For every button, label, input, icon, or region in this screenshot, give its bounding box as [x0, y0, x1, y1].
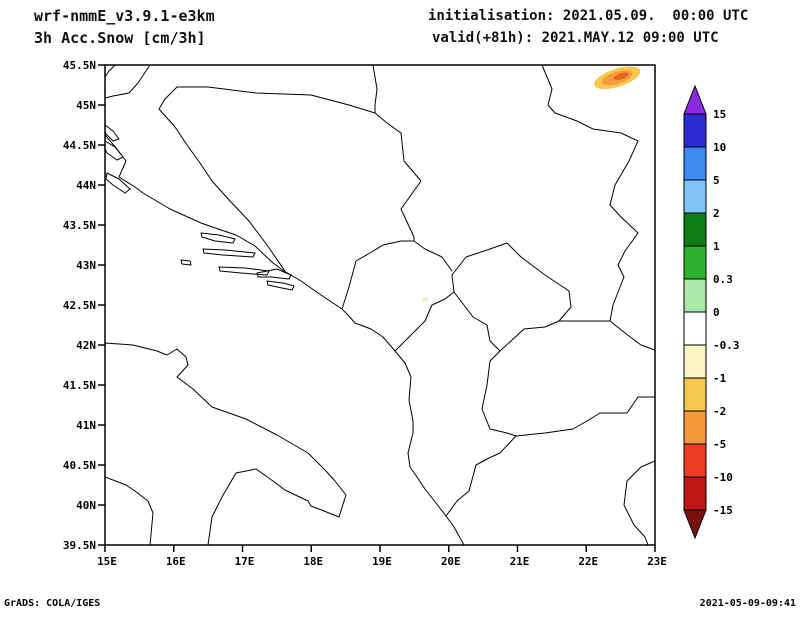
colorbar-level-label: 15: [713, 108, 726, 121]
y-tick-label: 40.5N: [63, 459, 96, 472]
colorbar-segment: [683, 344, 707, 379]
colorbar-segment: [683, 311, 707, 346]
island-brac: [200, 232, 236, 244]
border-albania-macedonia: [481, 350, 517, 437]
colorbar-level-label: -1: [713, 372, 727, 385]
colorbar-segment: [683, 443, 707, 478]
y-tick-label: 41.5N: [63, 379, 96, 392]
island-dugi-otok: [105, 172, 131, 194]
peninsula-peljesac: [256, 268, 292, 280]
x-tick-label: 22E: [578, 555, 598, 568]
x-tick-label: 19E: [372, 555, 392, 568]
colorbar-level-label: 2: [713, 207, 720, 220]
colorbar-level-label: -5: [713, 438, 726, 451]
colorbar-level-label: -15: [713, 504, 733, 517]
colorbar-segment: [683, 278, 707, 313]
border-bosnia-north-sava: [176, 86, 376, 114]
island-vis: [180, 259, 192, 266]
axis-labels: 15E 16E 17E 18E 19E 20E 21E 22E 23E 45.5N 45N 44.5N…: [63, 59, 667, 568]
snow-area-core: [613, 72, 629, 81]
axis-ticks: [98, 64, 656, 552]
island-hvar: [202, 248, 256, 258]
coastline-aegean: [623, 460, 655, 545]
colorbar-level-label: 0: [713, 306, 720, 319]
border-kosovo: [451, 242, 572, 352]
border-serbia-drina-montenegro: [372, 65, 453, 272]
border-greece-macedonia: [515, 396, 655, 437]
colorbar-level-label: 0.3: [713, 273, 733, 286]
colorbar-segment: [683, 212, 707, 247]
colorbar-segment: [683, 410, 707, 445]
border-montenegro-north: [341, 240, 415, 310]
island-rab: [105, 124, 120, 142]
border-topleft-1: [105, 65, 116, 78]
border-croatia-bosnia: [158, 86, 286, 272]
map-frame: [104, 64, 656, 546]
colorbar-level-label: -10: [713, 471, 733, 484]
coastline-italy-adriatic: [105, 342, 347, 545]
y-tick-label: 39.5N: [63, 539, 96, 552]
y-tick-label: 43N: [76, 259, 96, 272]
coastline-italy-tyrrhenian: [105, 476, 154, 545]
border-serbia-macedonia: [558, 320, 655, 351]
x-tick-label: 23E: [647, 555, 667, 568]
colorbar-segment: [683, 179, 707, 214]
colorbar-level-label: 1: [713, 240, 720, 253]
x-tick-label: 20E: [441, 555, 461, 568]
grads-credit: GrADS: COLA/IGES: [4, 598, 101, 609]
x-tick-label: 16E: [166, 555, 186, 568]
colorbar-segment: [683, 146, 707, 181]
snow-speck: [422, 297, 428, 302]
colorbar-segment: [683, 245, 707, 280]
y-tick-label: 45.5N: [63, 59, 96, 72]
y-tick-label: 40N: [76, 499, 96, 512]
initialisation-time: initialisation: 2021.05.09. 00:00 UTC: [428, 8, 749, 24]
island-mljet: [266, 280, 295, 291]
colorbar-level-label: -2: [713, 405, 726, 418]
colorbar-arrow-top: [683, 84, 707, 115]
y-tick-label: 44.5N: [63, 139, 96, 152]
border-montenegro-albania: [394, 291, 455, 352]
shaded-snow-features: [422, 66, 641, 302]
y-tick-label: 42.5N: [63, 299, 96, 312]
border-serbia-romania-bulgaria: [541, 65, 639, 322]
colorbar-segment: [683, 377, 707, 412]
colorbar-level-label: 10: [713, 141, 726, 154]
border-greece-albania: [445, 435, 517, 517]
model-title: wrf-nmmE_v3.9.1-e3km: [34, 7, 215, 25]
y-tick-label: 45N: [76, 99, 96, 112]
colorbar-level-label: 5: [713, 174, 720, 187]
y-tick-label: 43.5N: [63, 219, 96, 232]
colorbar-segment: [683, 476, 707, 511]
island-pag: [105, 140, 124, 161]
colorbar-arrow-bottom: [683, 509, 707, 540]
island-korcula: [218, 266, 270, 276]
colorbar-segment: [683, 113, 707, 148]
valid-time: valid(+81h): 2021.MAY.12 09:00 UTC: [432, 30, 719, 46]
y-tick-label: 42N: [76, 339, 96, 352]
x-tick-label: 17E: [235, 555, 255, 568]
coastline-east-adriatic: [105, 134, 465, 545]
x-tick-label: 15E: [97, 555, 117, 568]
x-tick-label: 21E: [510, 555, 530, 568]
x-tick-label: 18E: [303, 555, 323, 568]
creation-timestamp: 2021-05-09-09:41: [699, 598, 796, 609]
y-tick-label: 41N: [76, 419, 96, 432]
colorbar-level-label: -0.3: [713, 339, 740, 352]
y-tick-label: 44N: [76, 179, 96, 192]
colorbar: 15 10 5 2 1 0.3 0 -0.3 -1 -2 -5 -10 -15: [683, 84, 740, 540]
field-title: 3h Acc.Snow [cm/3h]: [34, 29, 206, 47]
border-topleft-2: [105, 65, 151, 99]
